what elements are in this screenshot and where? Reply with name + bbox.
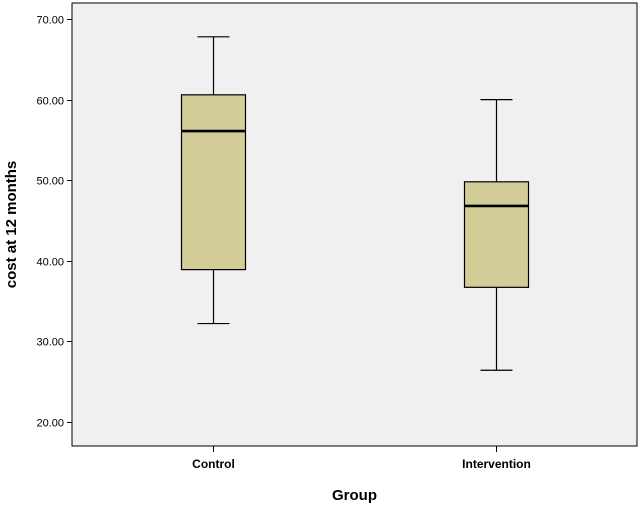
x-tick-label: Control xyxy=(192,457,235,471)
x-axis-title: Group xyxy=(332,487,377,504)
y-tick-label: 50.00 xyxy=(36,176,64,188)
box-intervention xyxy=(463,99,530,371)
y-tick-label: 70.00 xyxy=(36,15,64,27)
y-tick-label: 20.00 xyxy=(36,418,64,430)
plot-area xyxy=(71,2,638,447)
y-tick-label: 60.00 xyxy=(36,96,64,108)
boxes-group xyxy=(180,36,530,371)
y-axis-title: cost at 12 months xyxy=(3,161,20,289)
x-tick-label: Intervention xyxy=(462,457,531,471)
y-axis: 20.00 30.00 40.00 50.00 60.00 70.00 xyxy=(36,15,72,430)
box-control xyxy=(180,36,247,325)
iqr-box xyxy=(463,181,530,288)
x-axis: Control Intervention xyxy=(192,446,531,471)
iqr-box xyxy=(180,94,247,271)
y-tick-label: 40.00 xyxy=(36,257,64,269)
y-tick-label: 30.00 xyxy=(36,337,64,349)
